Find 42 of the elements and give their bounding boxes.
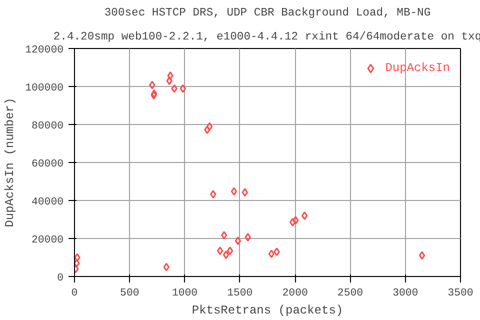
x-axis-title: PktsRetrans (packets): [192, 304, 344, 318]
point: [268, 250, 275, 258]
point: [171, 84, 178, 93]
x-tick-label: 500: [120, 288, 140, 300]
x-tick-label: 3000: [392, 288, 418, 300]
point: [204, 126, 210, 134]
y-tick-label: 60000: [32, 158, 64, 170]
point: [210, 190, 216, 198]
point: [220, 231, 228, 240]
x-tick-label: 3500: [448, 288, 474, 300]
x-tick-label: 0: [71, 288, 78, 300]
point: [149, 80, 156, 90]
y-tick-label: 0: [57, 272, 64, 284]
point: [166, 76, 172, 86]
point: [242, 188, 248, 197]
point: [418, 251, 426, 260]
point: [244, 232, 251, 242]
point: [167, 71, 174, 80]
point: [301, 211, 308, 220]
x-tick-label: 2000: [282, 288, 308, 300]
chart-title: 300sec HSTCP DRS, UDP CBR Background Load, MB-NG: [104, 6, 431, 20]
point: [226, 246, 234, 256]
point: [230, 187, 238, 196]
point: [274, 248, 280, 256]
y-tick-label: 80000: [32, 120, 64, 132]
point: [180, 84, 186, 93]
y-axis-title: DupAcksIn (number): [3, 98, 18, 228]
y-tick-label: 100000: [25, 82, 64, 94]
y-tick-label: 40000: [32, 196, 64, 208]
legend-label: DupAcksIn: [385, 61, 450, 75]
point: [222, 250, 230, 260]
point: [216, 246, 224, 256]
point: [292, 216, 299, 225]
y-tick-label: 120000: [25, 44, 64, 56]
point: [206, 122, 213, 131]
point: [234, 236, 242, 246]
x-tick-label: 1000: [172, 288, 198, 300]
point: [290, 218, 296, 226]
x-tick-label: 1500: [227, 288, 253, 300]
x-tick-label: 2500: [337, 288, 364, 300]
point: [163, 262, 170, 272]
y-tick-label: 20000: [32, 234, 64, 246]
